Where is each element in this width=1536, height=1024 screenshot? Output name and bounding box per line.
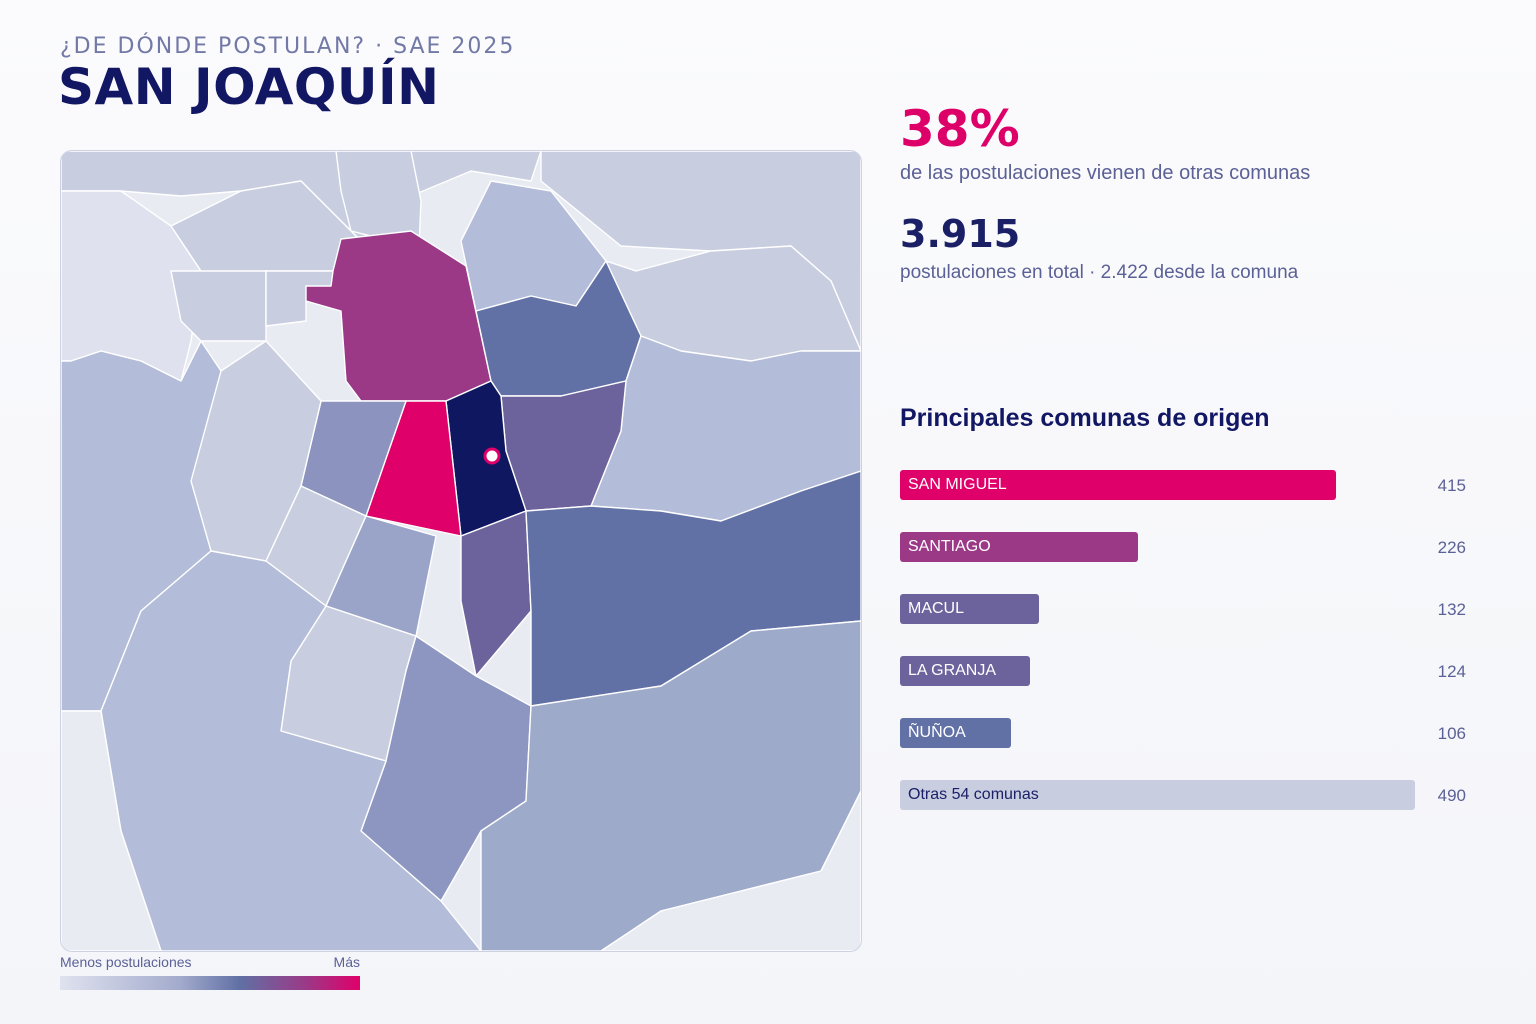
map-region-south-east-edge[interactable] <box>600 790 861 951</box>
origin-bar-label: LA GRANJA <box>908 662 997 679</box>
origin-row[interactable]: ÑUÑOA 106 <box>900 718 1480 780</box>
legend-min-label: Menos postulaciones <box>60 954 192 970</box>
origins-title: Principales comunas de origen <box>900 404 1270 432</box>
origin-bar-label: SANTIAGO <box>908 538 991 555</box>
origin-row[interactable]: MACUL 132 <box>900 594 1480 656</box>
map-region-la-florida[interactable] <box>525 470 861 707</box>
origin-row[interactable]: SAN MIGUEL 415 <box>900 470 1480 532</box>
choropleth-map[interactable] <box>60 150 862 952</box>
origin-bar: Otras 54 comunas <box>900 780 1415 810</box>
origin-bar: SAN MIGUEL <box>900 470 1336 500</box>
origin-row[interactable]: LA GRANJA 124 <box>900 656 1480 718</box>
origin-row[interactable]: Otras 54 comunas 490 <box>900 780 1480 842</box>
legend-gradient-bar <box>60 976 360 990</box>
origin-bar-label: SAN MIGUEL <box>908 476 1007 493</box>
origin-bar-value: 132 <box>1437 600 1466 619</box>
map-region-south-west[interactable] <box>100 550 482 951</box>
map-region-south-west-edge[interactable] <box>61 710 162 951</box>
origin-row[interactable]: SANTIAGO 226 <box>900 532 1480 594</box>
selected-comuna-marker <box>483 447 501 465</box>
origin-bar-label: Otras 54 comunas <box>908 786 1039 803</box>
map-region-la-pintana[interactable] <box>360 635 532 902</box>
origin-bar-value: 124 <box>1437 662 1466 681</box>
map-region-la-granja[interactable] <box>460 510 532 677</box>
origin-bar-value: 226 <box>1437 538 1466 557</box>
origin-bar: LA GRANJA <box>900 656 1030 686</box>
origin-bar: SANTIAGO <box>900 532 1138 562</box>
origin-bar: ÑUÑOA <box>900 718 1011 748</box>
map-region-west-mid[interactable] <box>170 270 267 342</box>
total-applications-label: postulaciones en total · 2.422 desde la … <box>900 262 1299 283</box>
origin-bar: MACUL <box>900 594 1039 624</box>
origins-bar-list: SAN MIGUEL 415 SANTIAGO 226 MACUL 132 LA GRANJ… <box>900 470 1480 842</box>
total-applications-value: 3.915 <box>900 212 1021 256</box>
external-share-value: 38% <box>900 100 1020 158</box>
origin-bar-label: ÑUÑOA <box>908 724 966 741</box>
origin-bar-value: 415 <box>1437 476 1466 495</box>
page-kicker: ¿DE DÓNDE POSTULAN? · SAE 2025 <box>60 34 516 59</box>
origin-bar-value: 490 <box>1437 786 1466 805</box>
external-share-label: de las postulaciones vienen de otras com… <box>900 162 1311 184</box>
map-legend: Menos postulaciones Más <box>60 954 360 994</box>
origin-bar-label: MACUL <box>908 600 965 617</box>
origin-bar-value: 106 <box>1437 724 1466 743</box>
legend-max-label: Más <box>333 954 360 970</box>
page-title: SAN JOAQUÍN <box>58 58 440 116</box>
